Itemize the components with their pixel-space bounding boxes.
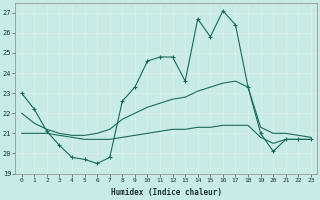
X-axis label: Humidex (Indice chaleur): Humidex (Indice chaleur) <box>111 188 222 197</box>
